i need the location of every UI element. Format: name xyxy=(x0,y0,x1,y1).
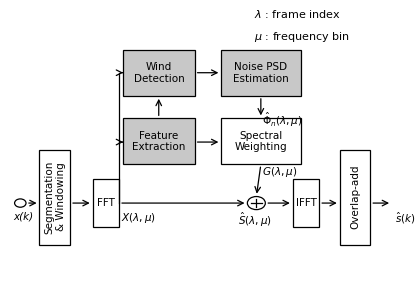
Text: $\mu$ : frequency bin: $\mu$ : frequency bin xyxy=(254,30,350,45)
Text: x(k): x(k) xyxy=(14,211,34,222)
Text: $\hat{\Phi}_n(\lambda, \mu)$: $\hat{\Phi}_n(\lambda, \mu)$ xyxy=(262,111,303,129)
Text: $X(\lambda, \mu)$: $X(\lambda, \mu)$ xyxy=(121,210,156,225)
Text: Wind
Detection: Wind Detection xyxy=(134,62,184,84)
Text: Spectral
Weighting: Spectral Weighting xyxy=(235,131,287,152)
Text: $G(\lambda, \mu)$: $G(\lambda, \mu)$ xyxy=(262,165,297,179)
Text: IFFT: IFFT xyxy=(295,198,316,208)
FancyBboxPatch shape xyxy=(221,118,301,164)
Text: $\hat{s}(k)$: $\hat{s}(k)$ xyxy=(395,210,415,226)
FancyBboxPatch shape xyxy=(93,179,119,227)
FancyBboxPatch shape xyxy=(39,150,70,245)
Text: Noise PSD
Estimation: Noise PSD Estimation xyxy=(233,62,289,84)
Text: $\lambda$ : frame index: $\lambda$ : frame index xyxy=(254,8,341,20)
Text: Overlap-add: Overlap-add xyxy=(350,165,360,229)
FancyBboxPatch shape xyxy=(293,179,319,227)
Text: Segmentation
& Windowing: Segmentation & Windowing xyxy=(44,161,66,234)
Text: Feature
Extraction: Feature Extraction xyxy=(132,131,186,152)
FancyBboxPatch shape xyxy=(340,150,370,245)
Text: $\hat{S}(\lambda, \mu)$: $\hat{S}(\lambda, \mu)$ xyxy=(238,210,272,229)
FancyBboxPatch shape xyxy=(123,50,195,96)
Text: FFT: FFT xyxy=(97,198,115,208)
FancyBboxPatch shape xyxy=(221,50,301,96)
FancyBboxPatch shape xyxy=(123,118,195,164)
